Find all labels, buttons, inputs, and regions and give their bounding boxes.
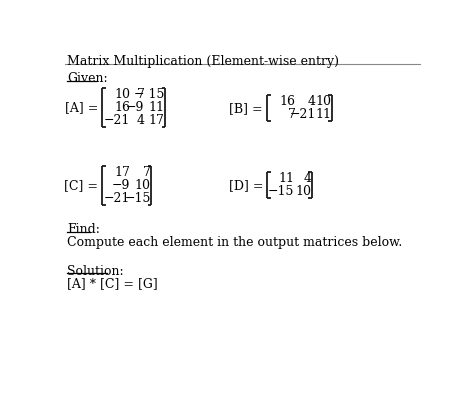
Text: 4: 4 — [308, 95, 316, 108]
Text: −21: −21 — [290, 109, 316, 122]
Text: [D] =: [D] = — [228, 179, 263, 192]
Text: 7: 7 — [137, 88, 145, 101]
Text: [A] =: [A] = — [64, 101, 98, 114]
Text: 17: 17 — [115, 166, 130, 179]
Text: Matrix Multiplication (Element-wise entry): Matrix Multiplication (Element-wise entr… — [67, 55, 339, 68]
Text: 16: 16 — [280, 95, 296, 108]
Text: 4: 4 — [137, 114, 145, 127]
Text: Given:: Given: — [67, 72, 108, 85]
Text: 7: 7 — [143, 166, 151, 179]
Text: 10: 10 — [315, 95, 331, 108]
Text: −21: −21 — [104, 114, 130, 127]
Text: [A] * [C] = [G]: [A] * [C] = [G] — [67, 277, 158, 290]
Text: 10: 10 — [295, 185, 311, 198]
Text: Find:: Find: — [67, 223, 100, 236]
Text: − 15: − 15 — [134, 88, 164, 101]
Text: 7: 7 — [288, 109, 296, 122]
Text: 17: 17 — [149, 114, 164, 127]
Text: [B] =: [B] = — [229, 102, 263, 115]
Text: Solution:: Solution: — [67, 265, 124, 278]
Text: −15: −15 — [268, 185, 294, 198]
Text: 11: 11 — [315, 109, 331, 122]
Text: −9: −9 — [126, 101, 145, 114]
Text: 10: 10 — [135, 179, 151, 192]
Text: −21: −21 — [104, 192, 130, 205]
Text: 11: 11 — [149, 101, 164, 114]
Text: 16: 16 — [115, 101, 130, 114]
Text: 11: 11 — [278, 172, 294, 185]
Text: [C] =: [C] = — [64, 179, 98, 192]
Text: 10: 10 — [115, 88, 130, 101]
Text: −15: −15 — [124, 192, 151, 205]
Text: 4: 4 — [303, 172, 311, 185]
Text: Compute each element in the output matrices below.: Compute each element in the output matri… — [67, 236, 402, 249]
Text: −9: −9 — [112, 179, 130, 192]
